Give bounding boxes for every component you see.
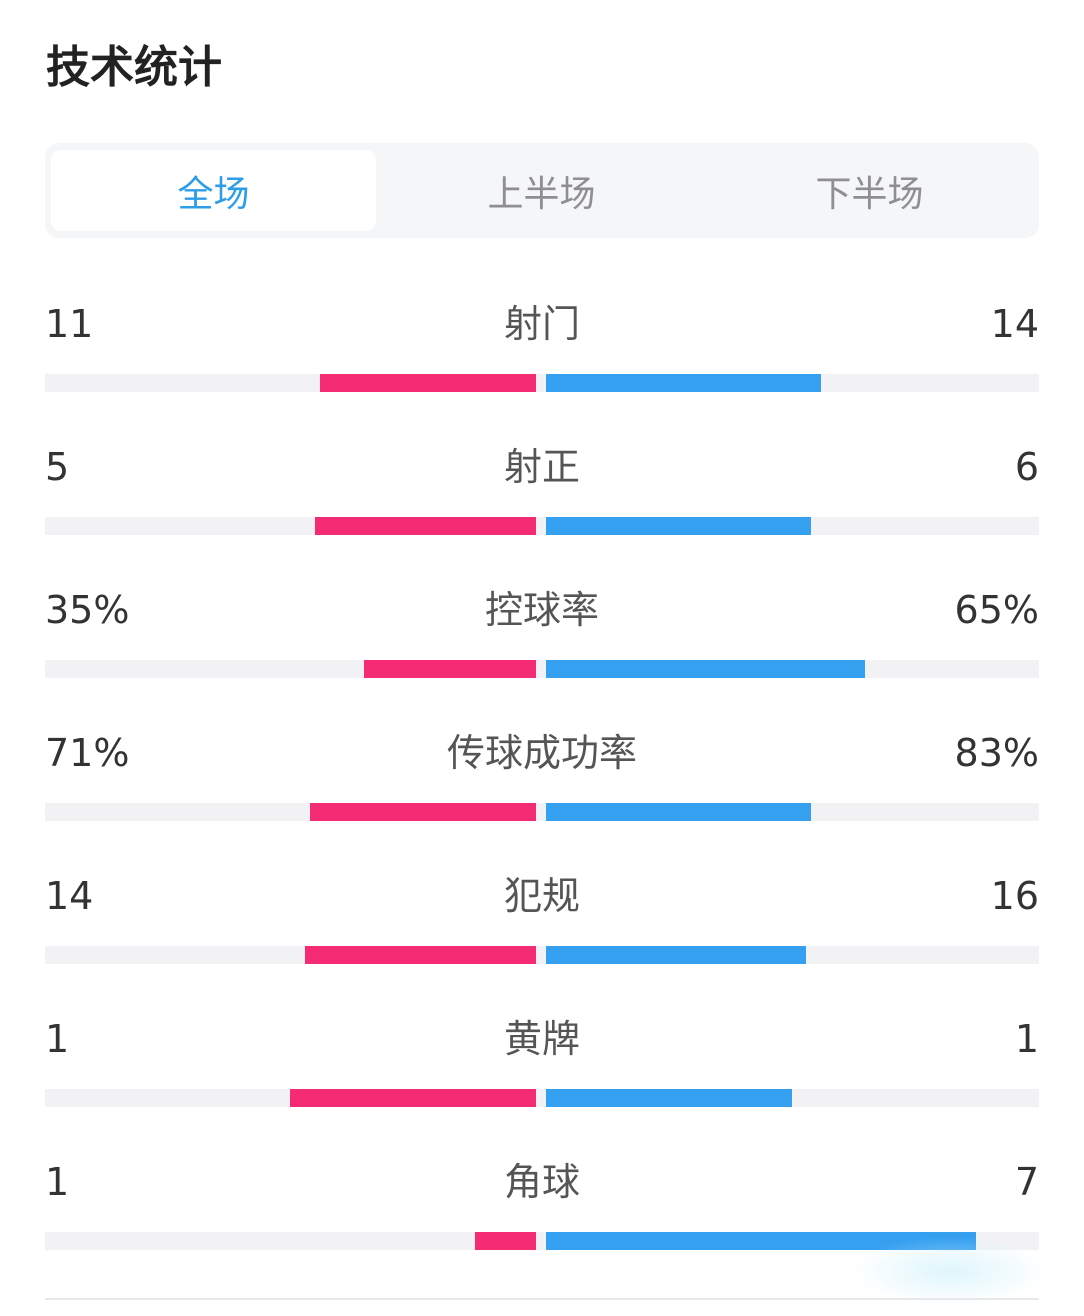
stat-label: 传球成功率 bbox=[446, 731, 637, 775]
home-value: 35% bbox=[45, 588, 130, 632]
home-bar bbox=[320, 374, 536, 392]
bar-track bbox=[45, 803, 1039, 821]
away-bar bbox=[546, 660, 865, 678]
away-bar bbox=[546, 946, 806, 964]
bar-track bbox=[45, 1089, 1039, 1107]
away-bar bbox=[546, 517, 811, 535]
home-bar bbox=[475, 1232, 536, 1250]
away-value: 7 bbox=[1014, 1160, 1039, 1204]
away-value: 1 bbox=[1014, 1017, 1039, 1061]
away-bar bbox=[546, 374, 821, 392]
bar-track bbox=[45, 374, 1039, 392]
home-bar bbox=[364, 660, 536, 678]
tab-second-half[interactable]: 下半场 bbox=[815, 173, 924, 215]
home-bar bbox=[310, 803, 536, 821]
home-bar bbox=[290, 1089, 536, 1107]
bar-track bbox=[45, 946, 1039, 964]
page-title: 技术统计 bbox=[46, 42, 222, 93]
away-bar bbox=[546, 803, 811, 821]
stat-row-possession: 控球率 35% 65% bbox=[45, 584, 1039, 694]
bar-track bbox=[45, 517, 1039, 535]
away-value: 65% bbox=[954, 588, 1039, 632]
decorative-glow bbox=[850, 1236, 1050, 1306]
away-value: 14 bbox=[990, 302, 1039, 346]
away-value: 6 bbox=[1014, 445, 1039, 489]
home-value: 5 bbox=[45, 445, 70, 489]
stat-label: 角球 bbox=[503, 1160, 580, 1204]
stat-row-shots: 射门 11 14 bbox=[45, 298, 1039, 408]
stat-label: 犯规 bbox=[503, 874, 580, 918]
bar-track bbox=[45, 660, 1039, 678]
home-bar bbox=[305, 946, 536, 964]
stat-label: 控球率 bbox=[484, 588, 599, 632]
stat-row-yellow-cards: 黄牌 1 1 bbox=[45, 1013, 1039, 1123]
away-value: 16 bbox=[990, 874, 1039, 918]
home-value: 1 bbox=[45, 1160, 70, 1204]
tab-first-half[interactable]: 上半场 bbox=[487, 173, 596, 215]
home-value: 11 bbox=[45, 302, 94, 346]
bottom-divider bbox=[45, 1298, 1039, 1300]
home-value: 71% bbox=[45, 731, 130, 775]
stat-row-fouls: 犯规 14 16 bbox=[45, 870, 1039, 980]
stat-label: 射门 bbox=[503, 302, 580, 346]
home-bar bbox=[315, 517, 536, 535]
home-value: 1 bbox=[45, 1017, 70, 1061]
tab-full-match[interactable]: 全场 bbox=[51, 150, 376, 231]
period-tabs: 全场 上半场 下半场 bbox=[45, 143, 1039, 238]
stat-row-shots-on-target: 射正 5 6 bbox=[45, 441, 1039, 551]
away-bar bbox=[546, 1089, 792, 1107]
stat-row-pass-accuracy: 传球成功率 71% 83% bbox=[45, 727, 1039, 837]
stat-label: 黄牌 bbox=[503, 1017, 580, 1061]
home-value: 14 bbox=[45, 874, 94, 918]
away-value: 83% bbox=[954, 731, 1039, 775]
stat-label: 射正 bbox=[503, 445, 580, 489]
